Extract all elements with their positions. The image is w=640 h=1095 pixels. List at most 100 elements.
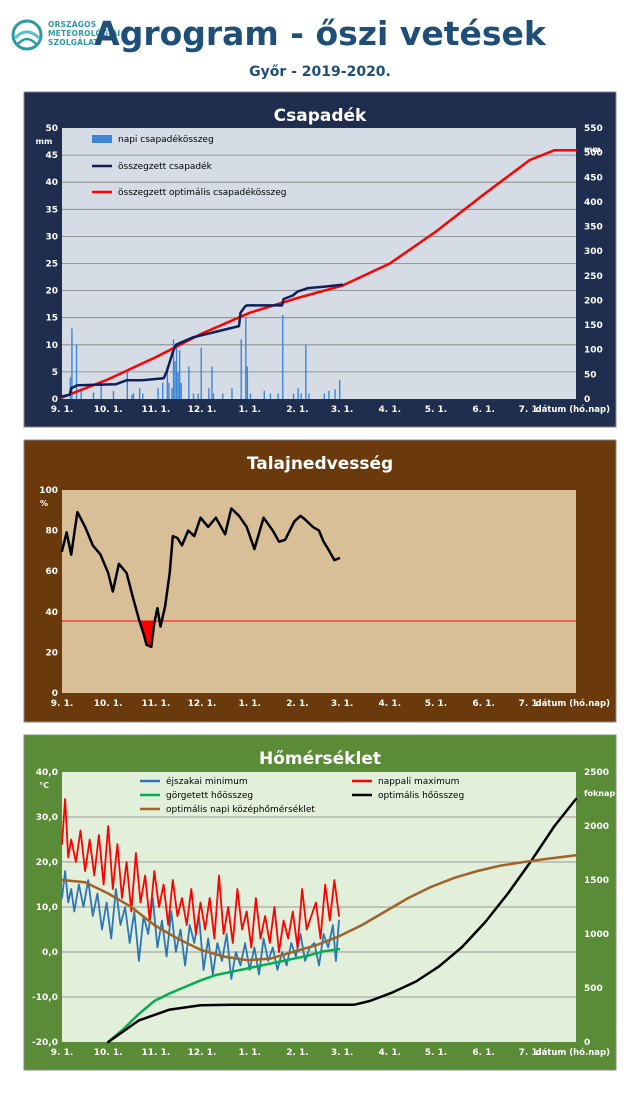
- chart-title: Talajnedvesség: [247, 454, 393, 474]
- y2-tick-label: 150: [584, 321, 603, 331]
- y-axis-unit: °C: [39, 781, 49, 790]
- daily-precip-bar: [174, 361, 176, 399]
- daily-precip-bar: [172, 339, 175, 399]
- daily-precip-bar: [323, 393, 326, 399]
- y-axis-unit: mm: [36, 137, 53, 146]
- y-tick-label: 30,0: [36, 813, 58, 823]
- daily-precip-bar: [334, 389, 336, 399]
- y-tick-label: 0: [52, 395, 58, 405]
- y2-tick-label: 250: [584, 272, 603, 282]
- x-tick-label: 9. 1.: [51, 699, 74, 709]
- legend-label: éjszakai minimum: [166, 776, 248, 787]
- daily-precip-bar: [328, 390, 330, 399]
- y-tick-label: 60: [45, 567, 58, 577]
- daily-precip-bar: [339, 380, 341, 399]
- daily-precip-bar: [249, 393, 252, 399]
- daily-precip-bar: [100, 382, 102, 399]
- x-tick-label: 9. 1.: [51, 1048, 74, 1058]
- daily-precip-bar: [71, 328, 73, 399]
- legend-label: görgetett hőösszeg: [166, 791, 253, 801]
- daily-precip-bar: [297, 388, 299, 399]
- legend-swatch-bar: [92, 135, 112, 143]
- x-tick-label: 5. 1.: [425, 405, 448, 415]
- y-tick-label: 20: [45, 648, 58, 658]
- daily-precip-bar: [168, 382, 170, 399]
- daily-precip-bar: [175, 344, 178, 399]
- y2-tick-label: 400: [584, 198, 603, 208]
- y-tick-label: 0: [52, 689, 58, 699]
- x-tick-label: 2. 1.: [286, 699, 309, 709]
- daily-precip-bar: [112, 390, 115, 399]
- y2-tick-label: 0: [584, 395, 590, 405]
- optimal-heat-sum-line: [106, 797, 578, 1044]
- daily-precip-bar: [131, 394, 133, 399]
- x-tick-label: 2. 1.: [286, 405, 309, 415]
- y-tick-label: 100: [39, 486, 58, 496]
- x-tick-label: 10. 1.: [94, 699, 123, 709]
- daily-precip-bar: [211, 366, 213, 399]
- y2-tick-label: 500: [584, 149, 603, 159]
- daily-precip-bar: [162, 382, 164, 399]
- daily-precip-bar: [177, 371, 179, 399]
- daily-precip-bar: [166, 369, 169, 399]
- y-tick-label: 10,0: [36, 903, 58, 913]
- page-title: Agrogram - őszi vetések: [94, 14, 546, 53]
- daily-precip-bar: [188, 366, 190, 399]
- daily-precip-bar: [197, 393, 199, 399]
- y-tick-label: 35: [45, 205, 58, 215]
- legend-label: összegzett optimális csapadékösszeg: [118, 187, 287, 198]
- daily-precip-bar: [200, 347, 202, 399]
- y2-tick-label: 2500: [584, 768, 609, 778]
- x-tick-label: 6. 1.: [472, 405, 495, 415]
- y2-tick-label: 2000: [584, 822, 609, 832]
- plot-area: [62, 490, 576, 693]
- x-tick-label: 1. 1.: [238, 405, 261, 415]
- optimal-mean-temp-line: [60, 854, 578, 962]
- y2-tick-label: 1000: [584, 930, 609, 940]
- y2-tick-label: 450: [584, 173, 603, 183]
- daily-precip-bar: [240, 339, 242, 399]
- daily-precip-bar: [292, 393, 295, 399]
- daily-precip-bar: [245, 317, 247, 399]
- cumulative-precip-line: [60, 283, 344, 398]
- chart-legend: napi csapadékösszeg összegzett csapadék ös…: [92, 134, 287, 198]
- daily-precip-bar: [192, 393, 195, 399]
- omsz-logo-icon: [11, 19, 43, 51]
- daily-precip-bar: [282, 314, 284, 399]
- x-tick-label: 3. 1.: [331, 1048, 354, 1058]
- y2-tick-label: 550: [584, 124, 603, 134]
- daily-precip-bar: [126, 371, 129, 399]
- y-tick-label: 40,0: [36, 768, 58, 778]
- org-line-3: SZOLGÁLAT: [48, 38, 99, 47]
- chart-title: Hőmérséklet: [259, 749, 381, 769]
- legend-label: optimális hőösszeg: [378, 791, 464, 801]
- daily-precip-bar: [80, 388, 82, 399]
- y-tick-label: 0,0: [42, 948, 58, 958]
- chart-title: Csapadék: [274, 106, 367, 126]
- chart-panel-2: Talajnedvesség 0 20 40 60 80 100% 9. 1. 10. 1. 11…: [23, 439, 617, 723]
- daily-precip-bar: [305, 344, 307, 399]
- y-tick-label: 40: [45, 608, 58, 618]
- x-tick-label: 7. 1.: [519, 1048, 542, 1058]
- org-line-2: METEOROLÓGIAI: [48, 29, 121, 38]
- x-tick-label: 6. 1.: [472, 699, 495, 709]
- y-tick-label: 50: [45, 124, 58, 134]
- x-tick-label: 11. 1.: [141, 699, 170, 709]
- daily-precip-bar: [171, 388, 173, 399]
- y-tick-label: 45: [45, 151, 58, 161]
- x-axis-label: dátum (hó.nap): [535, 698, 610, 709]
- soil-moisture-line: [60, 507, 341, 649]
- org-name: ORSZÁGOS METEOROLÓGIAI SZOLGÁLAT: [48, 20, 120, 47]
- x-tick-label: 12. 1.: [188, 405, 217, 415]
- x-tick-label: 3. 1.: [331, 405, 354, 415]
- y2-tick-label: 100: [584, 346, 603, 356]
- x-axis-label: dátum (hó.nap): [535, 1047, 610, 1058]
- daily-precip-bar: [222, 393, 224, 399]
- daily-precip-bar: [263, 390, 265, 399]
- x-tick-label: 1. 1.: [238, 699, 261, 709]
- daily-precip-bar: [308, 393, 310, 399]
- y2-tick-label: 200: [584, 296, 603, 306]
- page-header: ORSZÁGOS METEOROLÓGIAI SZOLGÁLAT Agrogra…: [0, 0, 640, 88]
- daily-precip-bar: [138, 388, 141, 399]
- y-tick-label: 30: [45, 232, 58, 242]
